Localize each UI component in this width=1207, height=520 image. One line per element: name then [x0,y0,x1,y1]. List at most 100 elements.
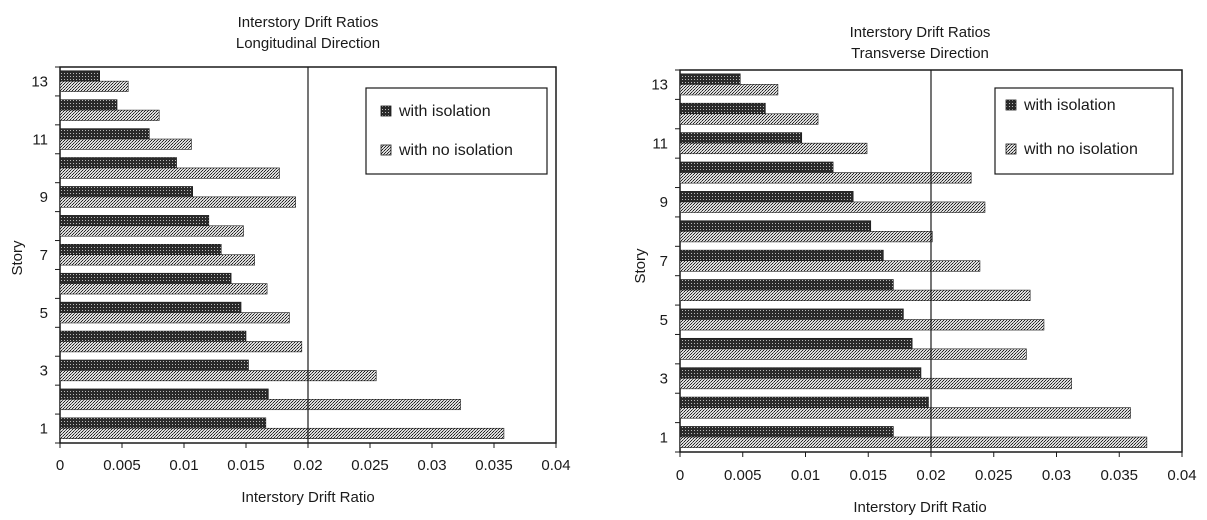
bar-with-isolation [59,417,267,429]
x-axis-title: Interstory Drift Ratio [241,489,374,506]
chart-title-line-1: Interstory Drift Ratios [850,24,991,41]
x-tick-label: 0.025 [975,467,1013,484]
bar-with-isolation [59,301,242,313]
bar-with-no-isolation [59,109,160,121]
bar-with-no-isolation [59,138,192,150]
bar-with-isolation [679,220,872,232]
bar-with-isolation [679,337,913,350]
legend: with isolation with no isolation [994,87,1174,175]
y-tick-label: 9 [660,194,668,211]
y-tick-label: 11 [32,131,48,148]
bar-with-no-isolation [59,167,280,179]
legend-box [994,87,1174,175]
legend-swatch-with-isolation [380,105,392,117]
bar-with-isolation [679,367,922,379]
y-tick-label: 7 [660,253,668,270]
chart-title-line-2: Transverse Direction [851,45,989,62]
bar-with-no-isolation [679,348,1027,360]
bar-with-no-isolation [679,319,1045,331]
bar-with-no-isolation [679,260,981,272]
bar-with-no-isolation [679,407,1131,419]
bar-with-no-isolation [679,377,1072,390]
bar-group [679,73,1148,448]
bar-with-no-isolation [59,341,303,353]
x-tick-label: 0.03 [1042,467,1071,484]
chart-longitudinal: Interstory Drift Ratios Longitudinal Dir… [9,14,571,506]
legend-label-with-isolation: with isolation [398,103,491,120]
bar-with-no-isolation [679,436,1148,448]
bar-with-no-isolation [59,254,255,266]
legend: with isolation with no isolation [365,87,548,175]
chart-transverse: Interstory Drift Ratios Transverse Direc… [632,24,1197,516]
x-tick-label: 0.02 [293,457,322,474]
bar-with-isolation [59,215,210,227]
bar-with-no-isolation [679,142,868,155]
x-axis: 0 0.005 0.01 0.015 0.02 0.025 0.03 0.035 0.04 [676,452,1197,484]
bar-with-isolation [59,359,249,371]
bar-with-no-isolation [59,427,505,439]
legend-swatch-with-no-isolation [1005,143,1017,155]
bar-with-isolation [59,330,247,342]
y-tick-label: 1 [660,429,668,446]
bar-with-isolation [59,244,222,256]
bar-with-isolation [59,157,177,169]
bar-with-isolation [679,73,741,85]
bar-with-isolation [59,70,100,82]
chart-title-line-2: Longitudinal Direction [236,35,380,52]
legend-label-with-no-isolation: with no isolation [398,142,513,159]
bar-with-no-isolation [679,172,972,184]
bar-with-no-isolation [679,113,819,125]
x-tick-label: 0.04 [1167,467,1196,484]
legend-swatch-with-isolation [1005,99,1017,111]
x-tick-label: 0 [56,457,64,474]
bar-with-isolation [679,308,904,320]
x-tick-label: 0.035 [475,457,513,474]
x-tick-label: 0.035 [1100,467,1138,484]
legend-box [365,87,548,175]
bar-with-isolation [59,388,269,400]
x-axis-title: Interstory Drift Ratio [853,499,986,516]
bar-with-no-isolation [59,80,129,92]
bar-with-isolation [679,102,766,115]
bar-with-isolation [59,186,193,198]
legend-label-with-isolation: with isolation [1023,97,1116,114]
y-tick-label: 9 [40,189,48,206]
bar-with-isolation [679,396,929,408]
y-tick-label: 7 [40,247,48,264]
chart-title-line-1: Interstory Drift Ratios [238,14,379,31]
legend-swatch-with-no-isolation [380,144,392,156]
bar-with-no-isolation [59,370,377,382]
x-tick-label: 0.005 [103,457,141,474]
y-tick-label: 3 [40,363,48,380]
y-tick-label: 3 [660,371,668,388]
bar-with-isolation [679,161,834,173]
legend-label-with-no-isolation: with no isolation [1023,141,1138,158]
y-tick-label: 5 [40,305,48,322]
bar-with-no-isolation [59,225,244,237]
bar-with-isolation [679,249,884,262]
x-tick-label: 0.005 [724,467,762,484]
x-tick-label: 0.02 [916,467,945,484]
bar-with-isolation [59,272,232,284]
x-tick-label: 0.015 [849,467,887,484]
y-tick-label: 5 [660,312,668,329]
bar-with-no-isolation [59,196,296,208]
bar-with-isolation [679,279,894,291]
bar-with-no-isolation [679,231,933,243]
x-tick-label: 0.03 [417,457,446,474]
bar-with-isolation [679,426,894,438]
x-tick-label: 0.01 [791,467,820,484]
y-tick-label: 11 [652,136,668,153]
y-axis-title: Story [632,248,649,284]
x-tick-label: 0.04 [541,457,570,474]
x-tick-label: 0.025 [351,457,389,474]
bar-with-isolation [59,128,150,140]
bar-with-no-isolation [59,399,461,411]
x-tick-label: 0.01 [169,457,198,474]
bar-group [59,70,505,439]
y-tick-label: 13 [651,77,668,94]
bar-with-no-isolation [679,289,1031,301]
